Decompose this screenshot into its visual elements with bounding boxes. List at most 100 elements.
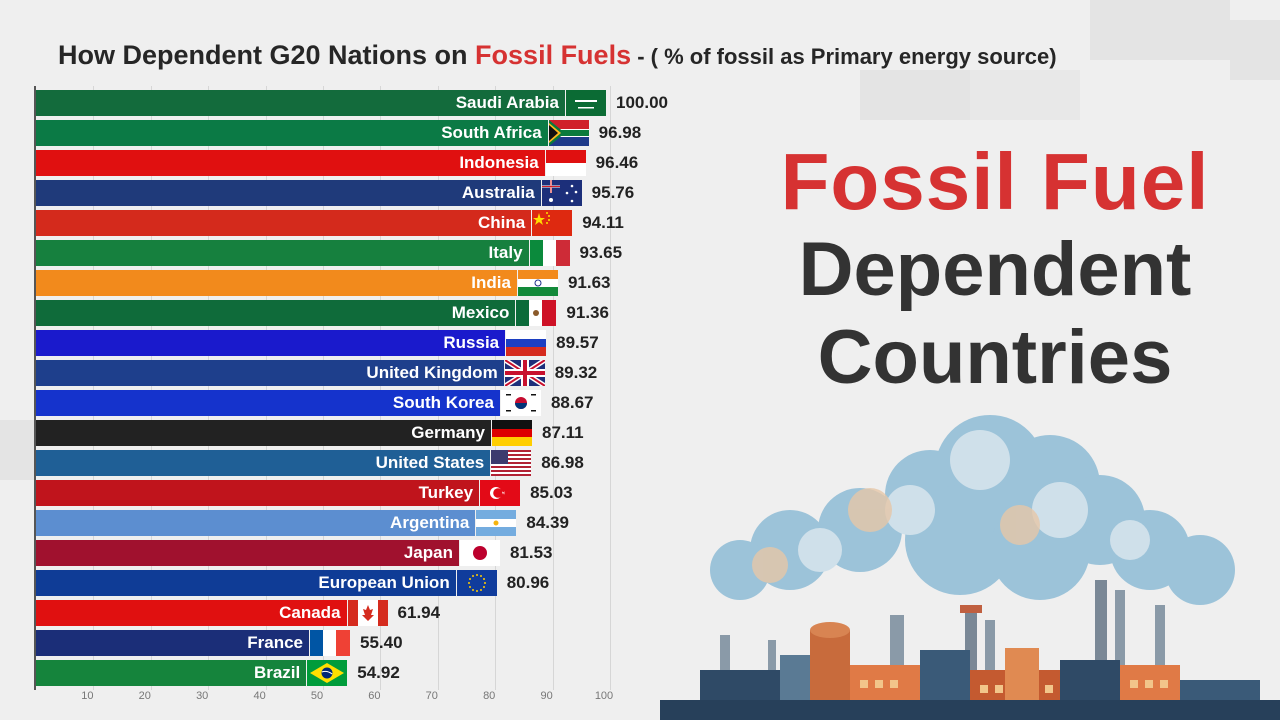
bar-united-states: United States xyxy=(36,450,491,476)
gridline xyxy=(437,86,439,690)
headline-line2: Dependent xyxy=(798,227,1192,312)
headline-line3: Countries xyxy=(817,315,1173,400)
argentina-flag xyxy=(476,510,517,536)
gridline xyxy=(265,86,267,690)
x-tick-label: 100 xyxy=(594,690,614,702)
gridline xyxy=(323,86,324,690)
brazil-flag xyxy=(307,660,348,686)
factory-illustration xyxy=(660,415,1280,720)
bar-united-kingdom: United Kingdom xyxy=(36,360,504,386)
bar-japan: Japan xyxy=(36,540,459,566)
bar-germany: Germany xyxy=(36,420,491,446)
background-tile xyxy=(0,420,34,480)
japan-flag xyxy=(459,540,500,566)
bar-value-label: 61.94 xyxy=(397,603,441,622)
gridline xyxy=(150,86,152,690)
bar-indonesia: Indonesia xyxy=(36,150,545,176)
bar-value-label: 80.96 xyxy=(506,573,550,592)
bar-mexico: Mexico xyxy=(36,300,516,326)
headline-line1: Fossil Fuel xyxy=(780,137,1210,226)
x-tick-label: 10 xyxy=(81,690,94,702)
gridline xyxy=(208,86,210,690)
x-tick-label: 70 xyxy=(425,690,438,702)
title-highlight: Fossil Fuels xyxy=(475,40,632,70)
smoke-highlight xyxy=(798,430,1150,572)
bar-italy: Italy xyxy=(36,240,529,266)
united-kingdom-flag xyxy=(504,360,545,386)
bar-value-label: 91.63 xyxy=(567,273,611,292)
y-axis-line xyxy=(34,86,36,690)
headline: Fossil Fuel Dependent Countries xyxy=(700,138,1280,402)
gridline xyxy=(495,86,497,690)
bar-value-label: 85.03 xyxy=(530,483,573,502)
european-union-flag xyxy=(456,570,497,596)
bar-value-label: 89.57 xyxy=(556,333,599,352)
background-tile xyxy=(970,70,1080,120)
x-tick-label: 60 xyxy=(368,690,381,702)
mexico-flag xyxy=(516,300,557,326)
south-africa-flag xyxy=(548,120,589,146)
bar-canada: Canada xyxy=(36,600,347,626)
bar-france: France xyxy=(36,630,309,656)
bar-value-label: 94.11 xyxy=(582,213,624,232)
france-flag xyxy=(309,630,350,656)
smoke-warm xyxy=(752,488,1040,583)
title-subtitle: - ( % of fossil as Primary energy source… xyxy=(631,44,1057,69)
bar-value-label: 91.36 xyxy=(566,303,609,322)
bar-australia: Australia xyxy=(36,180,541,206)
indonesia-flag xyxy=(545,150,586,176)
background-tile xyxy=(1230,20,1280,80)
factory-buildings xyxy=(660,622,1280,720)
australia-flag xyxy=(541,180,582,206)
bar-value-label: 95.76 xyxy=(591,183,635,202)
bar-argentina: Argentina xyxy=(36,510,476,536)
germany-flag xyxy=(492,420,532,446)
title-part1: How Dependent G20 Nations on xyxy=(58,40,476,70)
bar-value-label: 84.39 xyxy=(526,513,569,532)
bar-value-label: 93.65 xyxy=(579,243,623,262)
x-tick-label: 50 xyxy=(310,690,324,702)
bar-value-label: 54.92 xyxy=(357,663,400,682)
bar-russia: Russia xyxy=(36,330,506,356)
factory-windows xyxy=(860,680,1168,693)
x-tick-label: 40 xyxy=(253,690,266,702)
bar-chart: 10 20 30 40 50 60 70 80 90 100 Saudi Arabia 100.00 S… xyxy=(36,86,668,702)
bar-european-union: European Union xyxy=(36,570,456,596)
bar-south-africa: South Africa xyxy=(36,120,548,146)
bar-value-label: 55.40 xyxy=(359,633,403,652)
bar-saudi-arabia: Saudi Arabia xyxy=(36,90,565,116)
x-tick-label: 80 xyxy=(483,690,496,702)
gridline xyxy=(93,86,95,690)
x-tick-label: 20 xyxy=(138,690,151,702)
south-korea-flag xyxy=(500,390,541,416)
bar-india: India xyxy=(36,270,517,296)
russia-flag xyxy=(506,330,547,356)
background-tile xyxy=(1090,0,1230,60)
gridline xyxy=(380,86,382,690)
x-tick-label: 30 xyxy=(196,690,209,702)
bar-south-korea: South Korea xyxy=(36,390,500,416)
bar-china: China xyxy=(36,210,532,236)
italy-flag xyxy=(529,240,570,266)
china-flag xyxy=(532,210,573,236)
bar-turkey: Turkey xyxy=(36,480,480,506)
canada-flag xyxy=(347,600,388,626)
united-states-flag xyxy=(491,450,532,476)
bar-value-label: 100.00 xyxy=(616,93,668,112)
bar-value-label: 96.98 xyxy=(598,123,642,142)
turkey-flag xyxy=(480,480,521,506)
gridline xyxy=(552,86,554,690)
bar-value-label: 89.32 xyxy=(554,363,598,382)
bar-value-label: 88.67 xyxy=(550,393,594,412)
bar-value-label: 81.53 xyxy=(509,543,553,562)
chart-title: How Dependent G20 Nations on Fossil Fuel… xyxy=(58,40,1258,71)
bar-value-label: 96.46 xyxy=(595,153,639,172)
bar-value-label: 86.98 xyxy=(541,453,584,472)
bar-brazil: Brazil xyxy=(36,660,307,686)
gridline xyxy=(610,86,611,690)
saudi-arabia-flag xyxy=(566,90,606,116)
background-tile xyxy=(860,70,970,120)
bar-value-label: 87.11 xyxy=(542,423,584,442)
x-tick-label: 90 xyxy=(540,690,553,702)
india-flag xyxy=(517,270,558,296)
